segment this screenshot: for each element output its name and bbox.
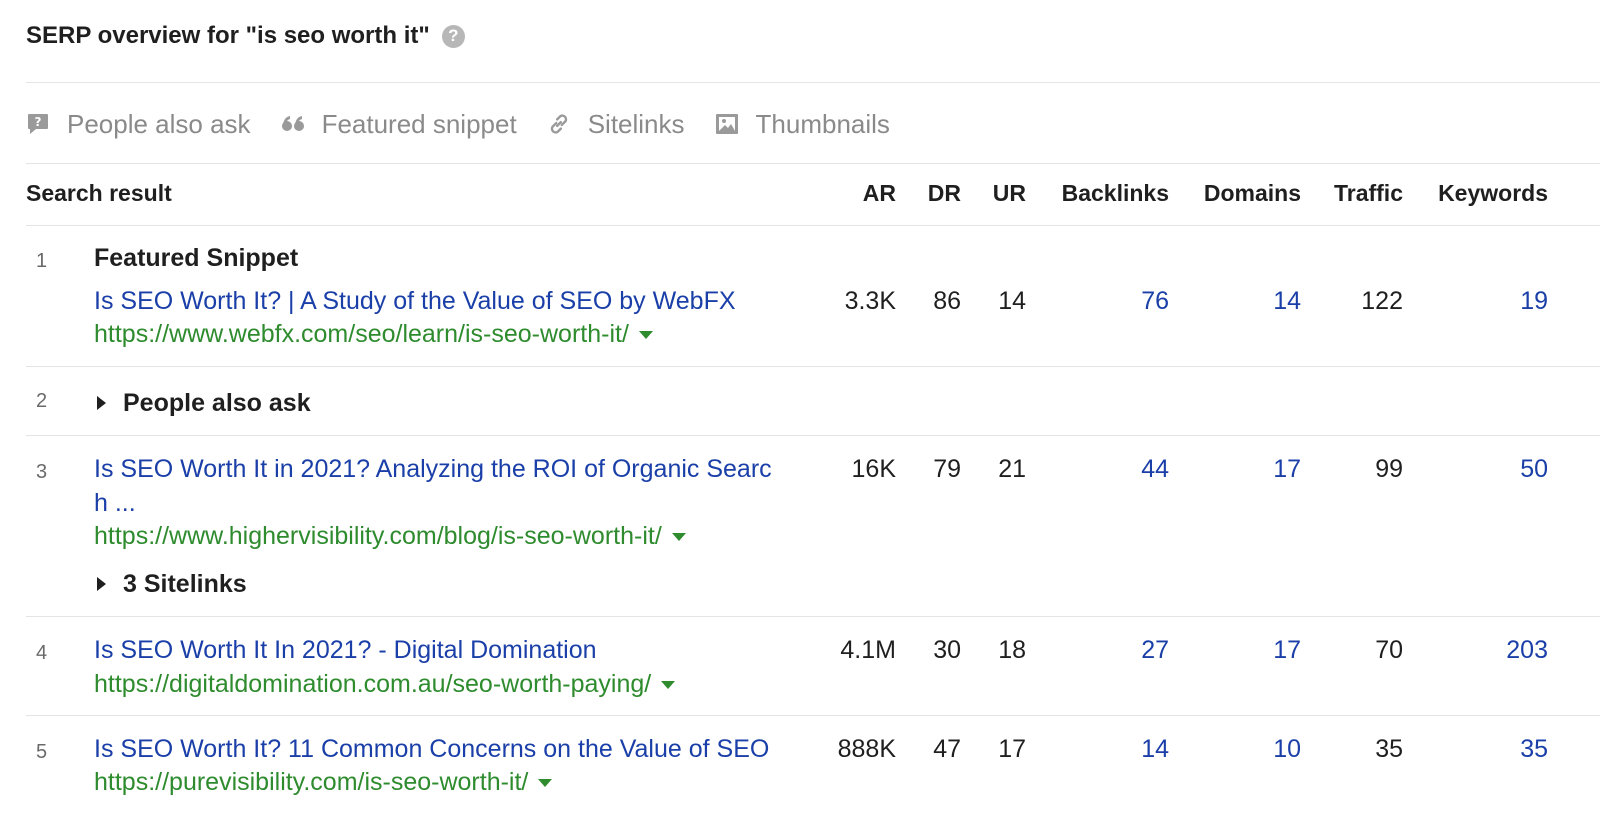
divider	[26, 366, 1600, 367]
feature-thumbnails[interactable]: Thumbnails	[715, 109, 890, 140]
result-url-text[interactable]: https://purevisibility.com/is-seo-worth-…	[94, 768, 529, 796]
result-title-link[interactable]: Is SEO Worth It? | A Study of the Value …	[94, 287, 736, 315]
cell-domains[interactable]: 17	[1273, 455, 1301, 483]
row-position: 1	[36, 250, 48, 272]
result-url-text[interactable]: https://www.webfx.com/seo/learn/is-seo-w…	[94, 320, 629, 348]
column-header-domains[interactable]: Domains	[1203, 180, 1301, 206]
result-url[interactable]: https://www.highervisibility.com/blog/is…	[94, 522, 686, 551]
cell-ar: 888K	[837, 735, 896, 763]
result-url-text[interactable]: https://digitaldomination.com.au/seo-wor…	[94, 670, 652, 698]
page-title: SERP overview for "is seo worth it"	[26, 22, 430, 49]
caret-down-icon[interactable]	[538, 778, 553, 787]
feature-label: People also ask	[67, 108, 251, 139]
column-header-ar[interactable]: AR	[862, 180, 896, 206]
feature-featured-snippet[interactable]: Featured snippet	[281, 109, 517, 140]
divider	[26, 225, 1600, 226]
row-position: 3	[36, 461, 48, 483]
image-icon	[715, 112, 739, 136]
row-position: 5	[36, 741, 48, 763]
question-circle-icon[interactable]: ?	[441, 24, 465, 48]
cell-ar: 4.1M	[840, 636, 896, 664]
cell-ur: 17	[998, 735, 1026, 763]
feature-label: Thumbnails	[755, 108, 890, 139]
column-header-dr[interactable]: DR	[927, 180, 961, 206]
result-title-link[interactable]: Is SEO Worth It? 11 Common Concerns on t…	[94, 735, 770, 763]
cell-backlinks[interactable]: 14	[1141, 735, 1169, 763]
column-header-traffic[interactable]: Traffic	[1333, 180, 1403, 206]
cell-ar: 16K	[851, 455, 896, 483]
caret-down-icon[interactable]	[671, 532, 686, 541]
cell-domains[interactable]: 14	[1273, 287, 1301, 315]
cell-ar: 3.3K	[844, 287, 896, 315]
cell-traffic: 70	[1375, 636, 1403, 664]
result-title-link[interactable]: Is SEO Worth It in 2021? Analyzing the R…	[94, 455, 772, 483]
cell-ur: 14	[998, 287, 1026, 315]
cell-backlinks[interactable]: 27	[1141, 636, 1169, 664]
cell-dr: 79	[933, 455, 961, 483]
quote-icon	[281, 112, 305, 136]
result-url[interactable]: https://digitaldomination.com.au/seo-wor…	[94, 670, 676, 699]
column-header-ur[interactable]: UR	[992, 180, 1026, 206]
result-url[interactable]: https://www.webfx.com/seo/learn/is-seo-w…	[94, 320, 653, 349]
divider	[26, 616, 1600, 617]
svg-text:?: ?	[35, 115, 42, 129]
cell-dr: 86	[933, 287, 961, 315]
sitelinks-toggle[interactable]: 3 Sitelinks	[123, 570, 247, 598]
column-header-search-result[interactable]: Search result	[26, 180, 172, 206]
expand-triangle-icon[interactable]	[97, 577, 106, 591]
serp-features-bar: ? People also ask Featured snippet Sitel…	[26, 104, 920, 144]
result-title-link-continued[interactable]: h ...	[94, 489, 136, 517]
cell-keywords[interactable]: 50	[1520, 455, 1548, 483]
cell-backlinks[interactable]: 76	[1141, 287, 1169, 315]
cell-traffic: 99	[1375, 455, 1403, 483]
row-position: 2	[36, 390, 48, 412]
expand-triangle-icon[interactable]	[97, 396, 106, 410]
result-url[interactable]: https://purevisibility.com/is-seo-worth-…	[94, 768, 553, 797]
cell-dr: 47	[933, 735, 961, 763]
result-title-link[interactable]: Is SEO Worth It In 2021? - Digital Domin…	[94, 636, 597, 664]
cell-traffic: 122	[1361, 287, 1403, 315]
cell-ur: 18	[998, 636, 1026, 664]
cell-domains[interactable]: 10	[1273, 735, 1301, 763]
title-row: SERP overview for "is seo worth it" ?	[26, 18, 465, 54]
row-position: 4	[36, 642, 48, 664]
cell-traffic: 35	[1375, 735, 1403, 763]
cell-backlinks[interactable]: 44	[1141, 455, 1169, 483]
cell-ur: 21	[998, 455, 1026, 483]
cell-dr: 30	[933, 636, 961, 664]
result-url-text[interactable]: https://www.highervisibility.com/blog/is…	[94, 522, 662, 550]
feature-sitelinks[interactable]: Sitelinks	[547, 109, 685, 140]
caret-down-icon[interactable]	[661, 680, 676, 689]
column-header-keywords[interactable]: Keywords	[1438, 180, 1548, 206]
divider	[26, 82, 1600, 83]
caret-down-icon[interactable]	[638, 330, 653, 339]
question-bubble-icon: ?	[26, 112, 50, 136]
divider	[26, 163, 1600, 164]
cell-keywords[interactable]: 19	[1520, 287, 1548, 315]
divider	[26, 715, 1600, 716]
cell-domains[interactable]: 17	[1273, 636, 1301, 664]
feature-label: Sitelinks	[587, 108, 685, 139]
people-also-ask-toggle[interactable]: People also ask	[123, 389, 311, 417]
cell-keywords[interactable]: 35	[1520, 735, 1548, 763]
cell-keywords[interactable]: 203	[1506, 636, 1548, 664]
link-icon	[547, 112, 571, 136]
feature-label: Featured snippet	[321, 108, 517, 139]
column-header-backlinks[interactable]: Backlinks	[1061, 180, 1169, 206]
divider	[26, 435, 1600, 436]
feature-people-also-ask[interactable]: ? People also ask	[26, 109, 251, 140]
featured-snippet-label: Featured Snippet	[94, 244, 299, 272]
